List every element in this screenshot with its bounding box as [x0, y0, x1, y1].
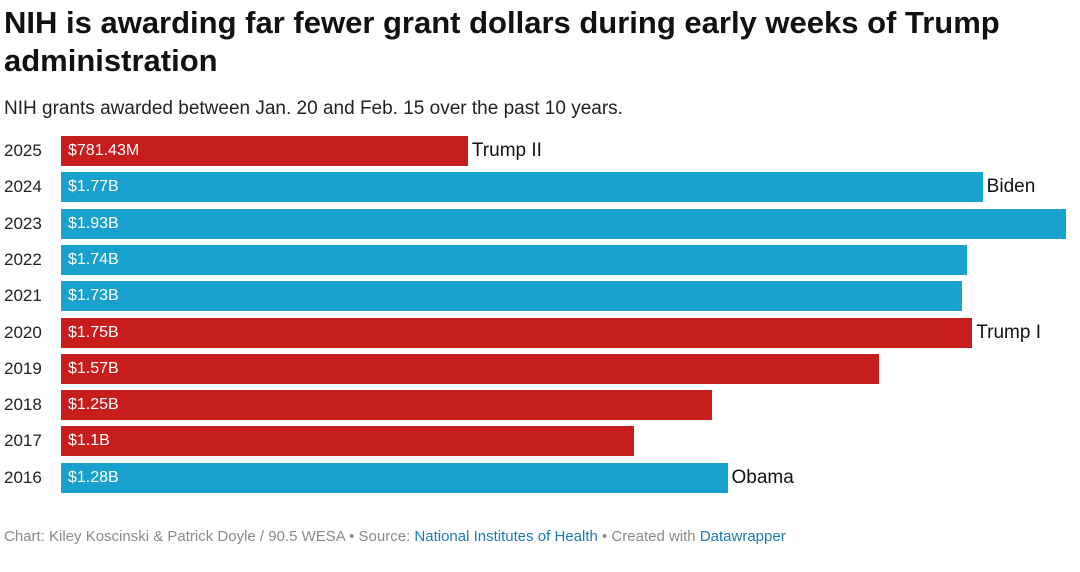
- chart-footer: Chart: Kiley Koscinski & Patrick Doyle /…: [4, 526, 786, 548]
- bar-row: 2018 $1.25B: [0, 390, 1080, 421]
- bar: $1.25B: [61, 390, 712, 421]
- bar-row: 2017 $1.1B: [0, 426, 1080, 457]
- bar-row: 2022 $1.74B: [0, 244, 1080, 275]
- chart-subtitle: NIH grants awarded between Jan. 20 and F…: [4, 98, 623, 119]
- bar: $1.28B: [61, 462, 728, 493]
- bar: $1.73B: [61, 281, 962, 312]
- value-label: $1.28B: [68, 468, 119, 486]
- administration-label: Biden: [986, 176, 1036, 198]
- bar-chart: 2025 $781.43M Trump II 2024 $1.77B Biden 2023 $…: [0, 136, 1080, 502]
- category-label: 2022: [4, 249, 42, 269]
- administration-label: Obama: [731, 466, 794, 488]
- category-label: 2019: [4, 358, 42, 378]
- datawrapper-link[interactable]: Datawrapper: [699, 528, 786, 545]
- bar: $1.57B: [61, 353, 879, 384]
- bar: $1.1B: [61, 426, 634, 457]
- source-link[interactable]: National Institutes of Health: [414, 528, 598, 545]
- bar-row: 2023 $1.93B: [0, 208, 1080, 239]
- bar: $781.43M: [61, 136, 468, 166]
- bar-row: 2024 $1.77B Biden: [0, 172, 1080, 203]
- chart-title: NIH is awarding far fewer grant dollars …: [4, 5, 1000, 78]
- footer-credit: Chart: Kiley Koscinski & Patrick Doyle /…: [4, 528, 415, 545]
- category-label: 2025: [4, 141, 42, 160]
- category-label: 2023: [4, 213, 42, 233]
- bar: $1.93B: [61, 208, 1066, 239]
- category-label: 2017: [4, 431, 42, 451]
- bar-row: 2019 $1.57B: [0, 353, 1080, 384]
- bar-row: 2020 $1.75B Trump I: [0, 317, 1080, 348]
- category-label: 2018: [4, 395, 42, 415]
- value-label: $1.93B: [68, 214, 119, 232]
- bar-row: 2025 $781.43M Trump II: [0, 136, 1080, 166]
- value-label: $1.1B: [68, 432, 110, 450]
- value-label: $781.43M: [68, 142, 140, 159]
- bar: $1.77B: [61, 172, 983, 203]
- category-label: 2021: [4, 286, 42, 306]
- value-label: $1.77B: [68, 178, 119, 196]
- bar-row: 2021 $1.73B: [0, 281, 1080, 312]
- value-label: $1.57B: [68, 359, 119, 377]
- value-label: $1.73B: [68, 287, 119, 305]
- category-label: 2016: [4, 467, 42, 487]
- bar: $1.75B: [61, 317, 973, 348]
- administration-label: Trump I: [976, 321, 1042, 343]
- value-label: $1.25B: [68, 396, 119, 414]
- bar-row: 2016 $1.28B Obama: [0, 462, 1080, 493]
- administration-label: Trump II: [471, 140, 542, 161]
- value-label: $1.75B: [68, 323, 119, 341]
- category-label: 2020: [4, 322, 42, 342]
- value-label: $1.74B: [68, 250, 119, 268]
- footer-created: • Created with: [597, 528, 700, 545]
- bar: $1.74B: [61, 244, 968, 275]
- category-label: 2024: [4, 177, 42, 197]
